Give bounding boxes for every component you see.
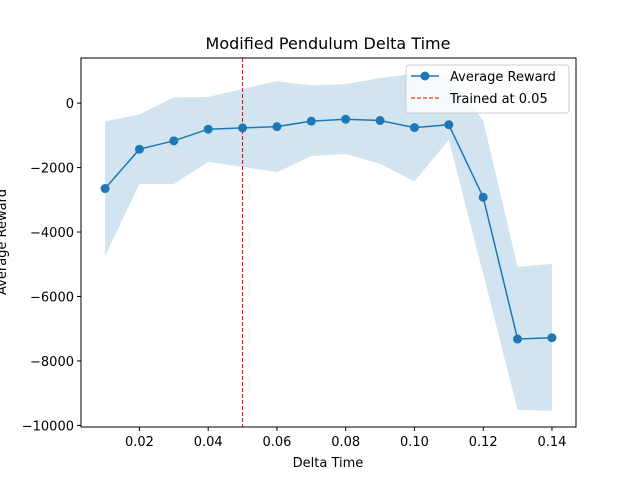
legend: Average Reward Trained at 0.05: [405, 64, 570, 114]
axis-ticks: 0.02 0.04 0.06 0.08 0.10 0.12 0.14 −10000 −8000 −…: [22, 97, 567, 450]
data-point: [513, 334, 523, 344]
data-point: [341, 114, 351, 124]
legend-series-label: Average Reward: [450, 70, 556, 85]
x-tick-label: 0.12: [469, 435, 498, 450]
y-tick-label: −6000: [30, 290, 74, 305]
data-point: [272, 122, 282, 132]
plot-area: [100, 58, 557, 427]
y-tick-label: −2000: [30, 162, 74, 177]
data-point: [409, 123, 419, 133]
legend-box: [405, 64, 570, 114]
x-tick-label: 0.08: [331, 435, 360, 450]
data-point: [169, 136, 179, 146]
data-point: [375, 116, 385, 126]
y-tick-label: −8000: [30, 355, 74, 370]
data-point: [547, 333, 557, 343]
series-line: [104, 118, 552, 340]
confidence-band: [105, 73, 552, 411]
y-axis-label: Average Reward: [0, 189, 10, 295]
x-tick-label: 0.06: [262, 435, 291, 450]
chart-title: Modified Pendulum Delta Time: [206, 34, 451, 53]
y-tick-label: −10000: [22, 419, 74, 434]
x-tick-label: 0.14: [537, 435, 566, 450]
y-tick-label: 0: [66, 97, 74, 112]
y-tick-label: −4000: [30, 226, 74, 241]
x-tick-label: 0.04: [194, 435, 223, 450]
data-point: [100, 184, 110, 194]
legend-vline-label: Trained at 0.05: [449, 92, 548, 107]
x-axis-label: Delta Time: [293, 456, 364, 471]
legend-series-marker: [420, 71, 430, 81]
data-point: [306, 116, 316, 126]
data-point: [238, 123, 248, 133]
data-point: [478, 192, 488, 202]
data-point: [203, 124, 213, 134]
x-tick-label: 0.02: [125, 435, 154, 450]
x-tick-label: 0.10: [400, 435, 429, 450]
data-point: [134, 144, 144, 154]
axes-frame: [80, 57, 577, 428]
data-point: [444, 120, 454, 130]
